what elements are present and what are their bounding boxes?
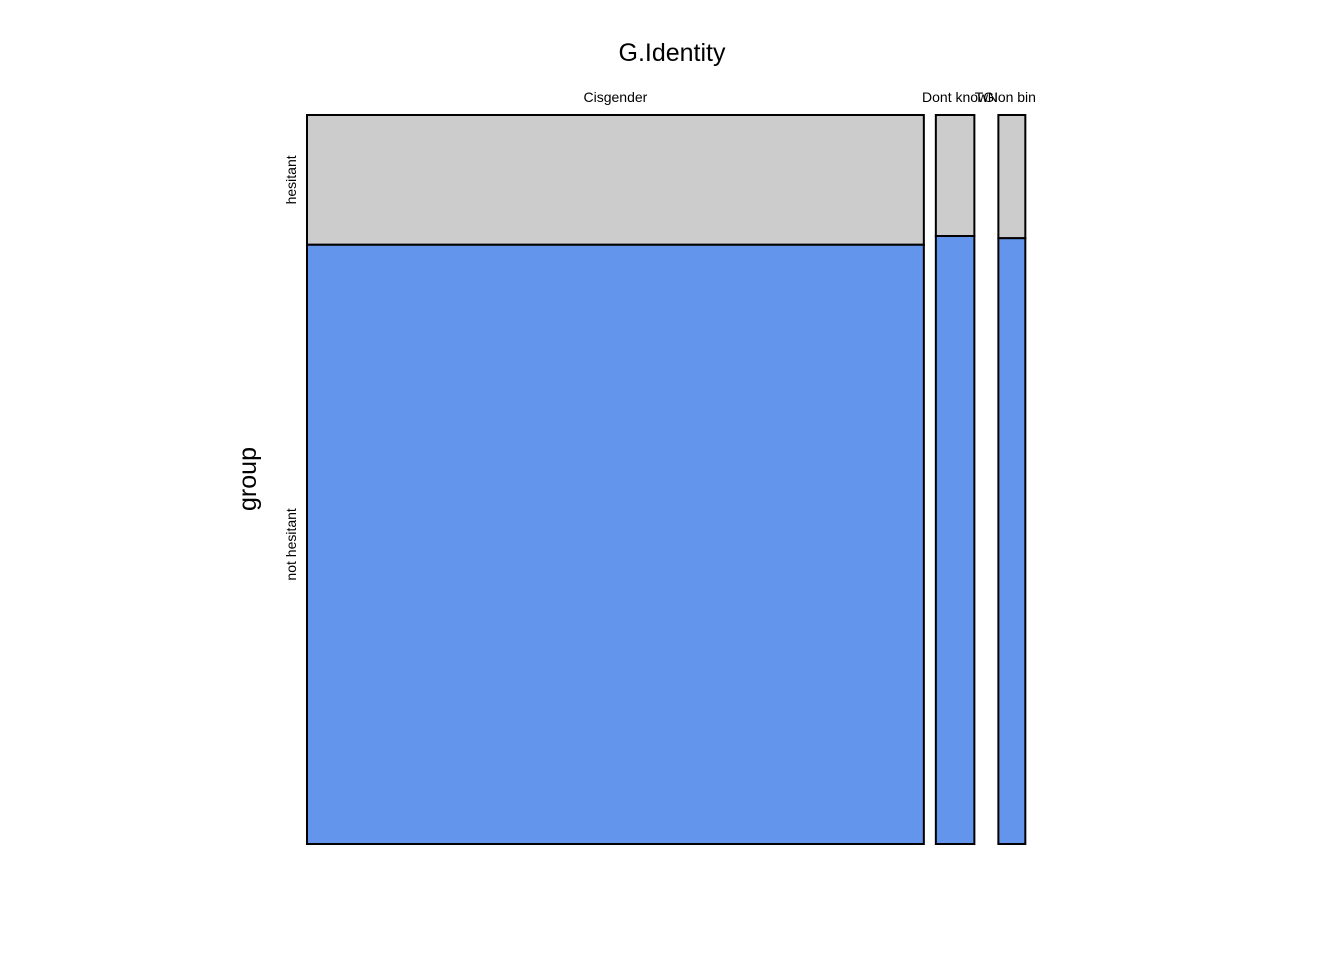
group-label-hesitant: hesitant xyxy=(283,155,299,204)
tile-non-bin-not-hesitant xyxy=(997,237,1027,846)
group-label-not-hesitant: not hesitant xyxy=(283,508,299,580)
mosaic-tiles xyxy=(306,114,1027,846)
tile-cisgender-hesitant xyxy=(306,114,925,246)
chart-title: G.Identity xyxy=(619,39,726,67)
tile-cisgender-not-hesitant xyxy=(306,243,925,845)
category-label-tgi: TGI xyxy=(975,89,998,105)
category-label-non-bin: Non bin xyxy=(988,89,1036,105)
tile-dont-know-not-hesitant xyxy=(934,235,976,846)
y-axis-title: group xyxy=(234,447,262,511)
category-label-cisgender: Cisgender xyxy=(584,89,648,105)
group-labels: hesitant not hesitant xyxy=(283,155,299,580)
tile-dont-know-hesitant xyxy=(934,114,976,238)
tile-non-bin-hesitant xyxy=(997,114,1027,240)
category-label-dont-know: Dont know xyxy=(922,89,989,105)
